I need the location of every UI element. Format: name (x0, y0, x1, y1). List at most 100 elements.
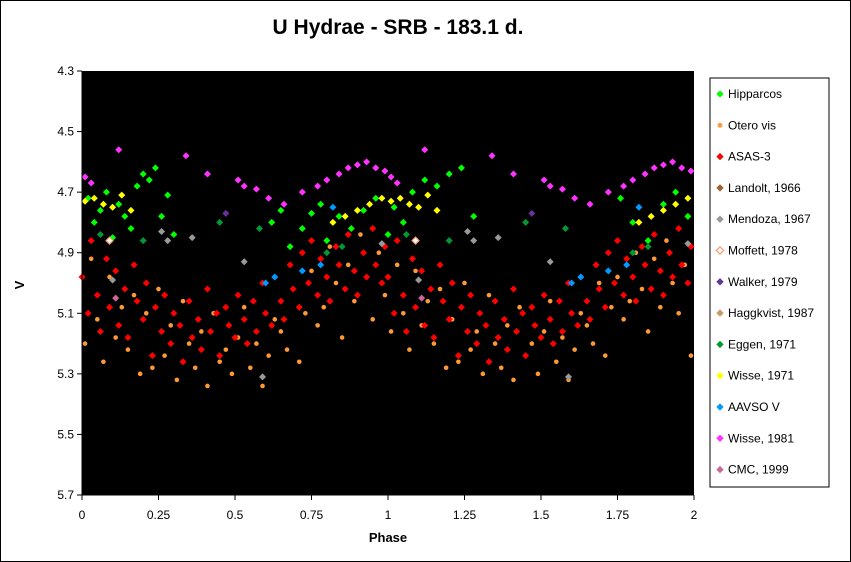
data-point (158, 228, 166, 236)
data-point (252, 185, 260, 193)
data-point (500, 315, 508, 323)
data-point (87, 179, 95, 187)
data-point (629, 218, 637, 226)
legend-marker (716, 152, 724, 161)
data-point (672, 200, 680, 208)
legend-item: Mendoza, 1967 (716, 212, 811, 226)
data-point (298, 224, 306, 232)
legend-item: Eggen, 1971 (716, 337, 796, 351)
legend-item: Wisse, 1981 (716, 431, 794, 445)
data-point (139, 237, 147, 245)
data-point (393, 237, 401, 245)
data-point (317, 261, 325, 269)
data-point (555, 297, 563, 305)
data-point (240, 258, 248, 266)
data-point (323, 237, 331, 245)
data-point (234, 291, 242, 299)
data-point (139, 170, 147, 178)
data-point (601, 303, 609, 311)
data-point (164, 191, 172, 199)
data-point (494, 234, 502, 242)
data-point (84, 309, 92, 317)
data-point (629, 273, 637, 281)
data-point (286, 243, 294, 251)
data-point (118, 191, 126, 199)
data-point (131, 292, 137, 298)
data-point (439, 297, 447, 305)
legend-label: ASAS-3 (728, 150, 771, 164)
data-point (265, 194, 273, 202)
data-point (405, 200, 413, 208)
data-point (537, 334, 545, 342)
data-point (203, 170, 211, 178)
data-point (216, 352, 224, 360)
data-point (341, 285, 349, 293)
legend-item: Wisse, 1971 (716, 369, 794, 383)
data-point (529, 341, 535, 346)
legend-label: Mendoza, 1967 (728, 212, 811, 226)
data-point (121, 285, 129, 293)
data-point (360, 206, 368, 214)
y-tick-label: 4.7 (57, 185, 74, 199)
data-point (90, 218, 98, 226)
data-point (222, 303, 230, 311)
data-point (664, 238, 669, 243)
data-point (223, 347, 229, 352)
data-point (344, 231, 352, 239)
data-point (96, 231, 104, 239)
data-point (137, 371, 143, 377)
data-point (393, 179, 401, 187)
data-point (382, 292, 388, 298)
data-point (298, 188, 306, 196)
data-point (470, 237, 478, 245)
data-point (492, 341, 498, 346)
plot-area (82, 71, 694, 495)
data-point (335, 170, 343, 178)
data-point (164, 237, 172, 245)
data-point (289, 285, 297, 293)
data-point (387, 173, 395, 181)
data-point (284, 347, 290, 352)
data-point (474, 329, 480, 334)
data-point (125, 347, 131, 352)
data-point (554, 359, 559, 365)
data-point (277, 297, 285, 305)
data-point (457, 303, 465, 311)
data-point (602, 353, 608, 358)
data-point (255, 224, 263, 232)
data-point (672, 188, 680, 196)
data-point (658, 304, 663, 310)
data-point (568, 279, 576, 287)
data-point (656, 267, 664, 275)
data-point (205, 383, 210, 389)
data-point (222, 209, 230, 217)
legend-item: Haggkvist, 1987 (716, 306, 814, 320)
data-point (335, 261, 343, 269)
data-point (101, 359, 106, 365)
data-point (353, 291, 361, 299)
data-point (592, 261, 600, 269)
data-point (641, 261, 649, 269)
data-point (494, 334, 502, 342)
data-point (590, 341, 596, 346)
legend-item: AAVSO V (716, 400, 780, 414)
data-point (540, 291, 548, 299)
data-point (418, 267, 426, 275)
data-point (317, 255, 325, 263)
data-point (480, 371, 486, 377)
data-point (647, 285, 655, 293)
data-point (659, 200, 667, 208)
data-point (407, 347, 412, 352)
legend-label: Wisse, 1981 (728, 431, 794, 445)
data-point (684, 212, 692, 220)
data-points (78, 146, 695, 389)
data-point (413, 268, 418, 274)
data-point (321, 304, 327, 310)
data-point (127, 206, 135, 214)
data-point (363, 158, 371, 166)
x-tick-label: 1 (385, 508, 392, 522)
data-point (394, 262, 400, 268)
data-point (546, 182, 554, 190)
data-point (188, 334, 196, 342)
data-point (133, 182, 141, 190)
